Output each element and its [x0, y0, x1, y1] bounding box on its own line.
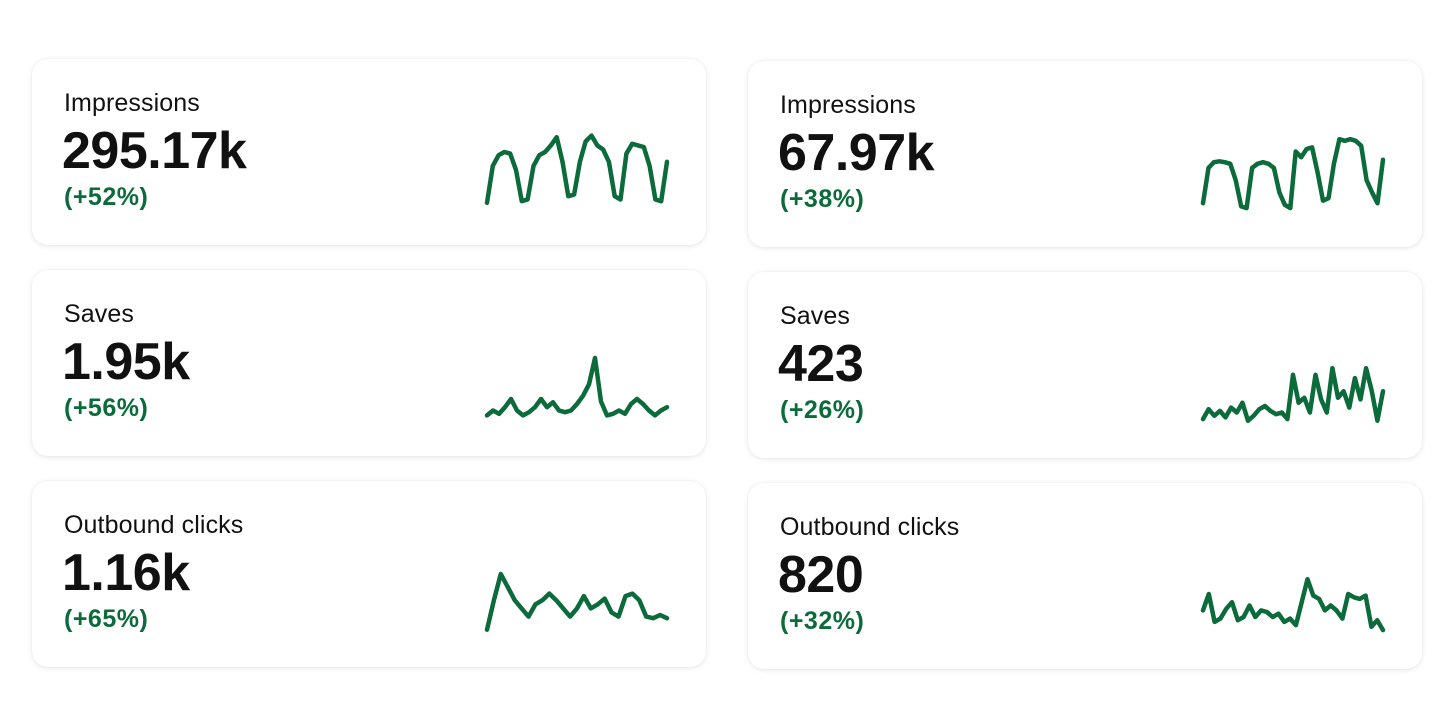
sparkline-chart	[484, 133, 670, 206]
stat-card-saves-2[interactable]: Saves 423 (+26%)	[748, 272, 1422, 458]
stat-label: Outbound clicks	[780, 513, 960, 541]
stat-value: 423	[778, 335, 864, 393]
sparkline-line	[484, 133, 670, 206]
stat-change: (+56%)	[64, 394, 149, 422]
sparkline-line	[484, 355, 670, 418]
stat-card-outbound-clicks-2[interactable]: Outbound clicks 820 (+32%)	[748, 483, 1422, 669]
sparkline-chart	[484, 355, 670, 418]
sparkline-chart	[484, 571, 670, 632]
stat-value: 67.97k	[778, 124, 935, 182]
sparkline-chart	[1200, 576, 1386, 633]
stat-value: 1.16k	[62, 544, 190, 602]
stat-value: 295.17k	[62, 122, 247, 180]
stat-change: (+32%)	[780, 607, 865, 635]
stat-label: Impressions	[64, 89, 200, 117]
sparkline-chart	[1200, 365, 1386, 423]
stat-label: Outbound clicks	[64, 511, 244, 539]
stat-card-outbound-clicks-1[interactable]: Outbound clicks 1.16k (+65%)	[32, 481, 706, 667]
stat-change: (+52%)	[64, 183, 149, 211]
sparkline-chart	[1200, 136, 1386, 211]
stat-change: (+26%)	[780, 396, 865, 424]
stat-value: 1.95k	[62, 333, 190, 391]
stat-card-impressions-2[interactable]: Impressions 67.97k (+38%)	[748, 61, 1422, 247]
sparkline-line	[1200, 136, 1386, 211]
stat-label: Saves	[64, 300, 134, 328]
stat-card-saves-1[interactable]: Saves 1.95k (+56%)	[32, 270, 706, 456]
stat-card-impressions-1[interactable]: Impressions 295.17k (+52%)	[32, 59, 706, 245]
stat-label: Impressions	[780, 91, 916, 119]
sparkline-line	[1200, 576, 1386, 633]
stat-label: Saves	[780, 302, 850, 330]
stat-change: (+38%)	[780, 185, 865, 213]
stat-value: 820	[778, 546, 864, 604]
sparkline-line	[484, 571, 670, 632]
sparkline-line	[1200, 365, 1386, 423]
stat-change: (+65%)	[64, 605, 149, 633]
